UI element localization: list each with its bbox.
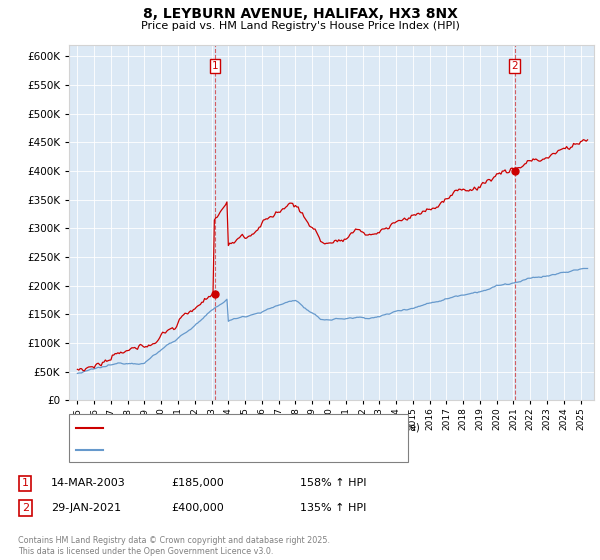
Text: 158% ↑ HPI: 158% ↑ HPI bbox=[300, 478, 367, 488]
Text: 2: 2 bbox=[512, 61, 518, 71]
Text: HPI: Average price, semi-detached house, Calderdale: HPI: Average price, semi-detached house,… bbox=[107, 445, 368, 455]
Text: 135% ↑ HPI: 135% ↑ HPI bbox=[300, 503, 367, 513]
Text: £185,000: £185,000 bbox=[171, 478, 224, 488]
Text: 1: 1 bbox=[212, 61, 218, 71]
Text: Contains HM Land Registry data © Crown copyright and database right 2025.
This d: Contains HM Land Registry data © Crown c… bbox=[18, 536, 330, 556]
Text: £400,000: £400,000 bbox=[171, 503, 224, 513]
Text: 8, LEYBURN AVENUE, HALIFAX, HX3 8NX (semi-detached house): 8, LEYBURN AVENUE, HALIFAX, HX3 8NX (sem… bbox=[107, 423, 420, 433]
Text: 14-MAR-2003: 14-MAR-2003 bbox=[51, 478, 126, 488]
Text: 2: 2 bbox=[22, 503, 29, 513]
Text: 8, LEYBURN AVENUE, HALIFAX, HX3 8NX: 8, LEYBURN AVENUE, HALIFAX, HX3 8NX bbox=[143, 7, 457, 21]
Text: 1: 1 bbox=[22, 478, 29, 488]
Text: 29-JAN-2021: 29-JAN-2021 bbox=[51, 503, 121, 513]
Text: Price paid vs. HM Land Registry's House Price Index (HPI): Price paid vs. HM Land Registry's House … bbox=[140, 21, 460, 31]
